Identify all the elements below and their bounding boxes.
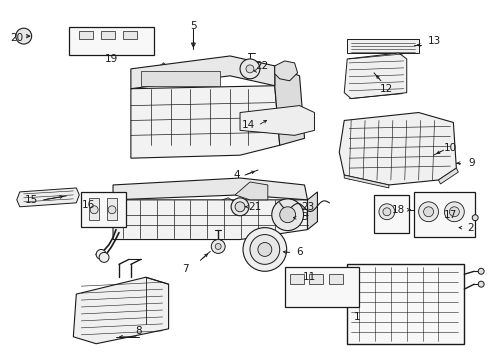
Text: 20: 20 — [10, 33, 23, 43]
Circle shape — [240, 59, 259, 79]
Polygon shape — [89, 198, 99, 220]
Text: 19: 19 — [104, 54, 118, 64]
Circle shape — [96, 249, 106, 260]
Polygon shape — [274, 61, 297, 81]
Bar — [328, 274, 343, 284]
Polygon shape — [438, 168, 457, 184]
Text: 2: 2 — [466, 222, 472, 233]
Polygon shape — [131, 86, 279, 158]
Text: 12: 12 — [380, 84, 393, 94]
Text: 15: 15 — [25, 195, 38, 205]
Circle shape — [99, 252, 109, 262]
Text: 10: 10 — [443, 143, 456, 153]
Text: 13: 13 — [427, 36, 440, 46]
Polygon shape — [344, 175, 388, 188]
Text: 8: 8 — [135, 326, 142, 336]
Bar — [413, 192, 474, 237]
Circle shape — [444, 202, 463, 222]
Circle shape — [249, 235, 279, 264]
Circle shape — [108, 206, 116, 214]
Text: 5: 5 — [190, 21, 196, 31]
Polygon shape — [107, 198, 117, 220]
Text: 21: 21 — [248, 202, 261, 212]
Polygon shape — [131, 56, 274, 89]
Bar — [346, 39, 418, 53]
Polygon shape — [339, 113, 455, 185]
Circle shape — [235, 202, 244, 212]
Polygon shape — [79, 31, 93, 39]
Polygon shape — [240, 105, 314, 135]
Text: 3: 3 — [301, 212, 307, 222]
Circle shape — [448, 207, 458, 217]
Text: 7: 7 — [182, 264, 188, 274]
Text: 16: 16 — [81, 200, 95, 210]
Circle shape — [418, 202, 438, 222]
Bar — [141, 71, 220, 86]
Circle shape — [477, 268, 483, 274]
Polygon shape — [122, 31, 137, 39]
Bar — [284, 267, 358, 307]
Text: 14: 14 — [241, 121, 254, 130]
Text: 17: 17 — [443, 210, 456, 220]
Polygon shape — [73, 277, 168, 344]
Circle shape — [16, 28, 32, 44]
Bar — [81, 192, 126, 227]
Text: 6: 6 — [296, 247, 302, 257]
Circle shape — [471, 215, 477, 221]
Polygon shape — [113, 200, 307, 239]
Text: 11: 11 — [302, 272, 315, 282]
Circle shape — [211, 239, 224, 253]
Text: 18: 18 — [391, 205, 405, 215]
Text: 9: 9 — [467, 158, 473, 168]
Polygon shape — [344, 53, 406, 99]
Text: 22: 22 — [255, 61, 268, 71]
Circle shape — [243, 228, 286, 271]
Polygon shape — [235, 182, 267, 200]
Circle shape — [271, 199, 303, 231]
Circle shape — [231, 198, 248, 216]
Text: 1: 1 — [353, 312, 360, 322]
Circle shape — [477, 281, 483, 287]
Circle shape — [382, 208, 390, 216]
Circle shape — [90, 206, 98, 214]
Circle shape — [215, 243, 221, 249]
Circle shape — [279, 207, 295, 223]
Text: 4: 4 — [233, 170, 240, 180]
Polygon shape — [101, 31, 115, 39]
Circle shape — [245, 65, 253, 73]
Circle shape — [257, 243, 271, 256]
Polygon shape — [307, 192, 317, 230]
Bar — [309, 274, 323, 284]
Polygon shape — [274, 66, 304, 145]
Bar — [373, 195, 408, 233]
Text: 23: 23 — [300, 202, 313, 212]
Polygon shape — [17, 188, 79, 207]
Bar — [69, 27, 153, 55]
Circle shape — [378, 204, 394, 220]
Polygon shape — [113, 178, 307, 200]
Circle shape — [423, 207, 433, 217]
Bar — [346, 264, 463, 344]
Bar — [289, 274, 303, 284]
